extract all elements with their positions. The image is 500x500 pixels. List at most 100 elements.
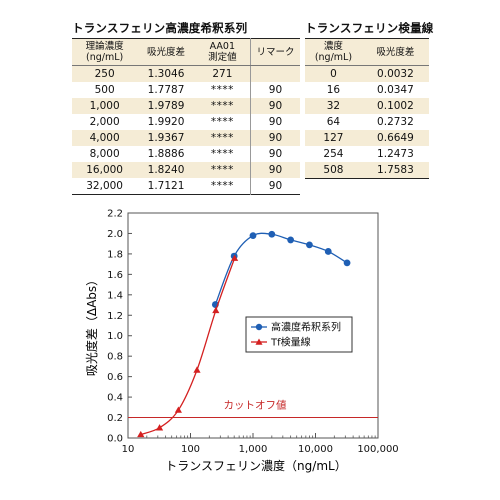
cell-concentration: 254 xyxy=(305,146,362,162)
y-tick-label: 0.8 xyxy=(107,352,123,363)
data-point xyxy=(155,424,164,431)
cell-absorbance: 1.2473 xyxy=(361,146,429,162)
header-concentration: 濃度 (ng/mL) xyxy=(305,38,362,66)
table-row: 127 0.6649 xyxy=(305,130,429,146)
table-row: 16,000 1.8240 **** 90 xyxy=(72,162,300,178)
cell-concentration: 1,000 xyxy=(72,98,138,114)
x-tick-label: 100 xyxy=(181,444,200,455)
y-tick-label: 0.0 xyxy=(107,434,123,445)
cell-absorbance: 1.9920 xyxy=(137,114,195,130)
table-row: 8,000 1.8886 **** 90 xyxy=(72,146,300,162)
table-row: 16 0.0347 xyxy=(305,82,429,98)
cell-remark: 90 xyxy=(249,98,300,114)
cutoff-line-group: カットオフ値 xyxy=(128,399,378,419)
cell-concentration: 2,000 xyxy=(72,114,138,130)
cell-remark: 90 xyxy=(249,146,300,162)
cell-remark xyxy=(249,65,300,82)
cell-measured: **** xyxy=(194,162,251,178)
dilution-table: 理論濃度 (ng/mL) 吸光度差 AA01 測定値 リマーク 250 1.304… xyxy=(72,38,300,195)
table-row: 1,000 1.9789 **** 90 xyxy=(72,98,300,114)
dilution-table-header: 理論濃度 (ng/mL) 吸光度差 AA01 測定値 リマーク xyxy=(72,38,300,66)
cell-concentration: 508 xyxy=(305,162,362,179)
cell-absorbance: 0.6649 xyxy=(361,130,429,146)
cell-absorbance: 1.7583 xyxy=(361,162,429,179)
series-line xyxy=(214,232,348,305)
cell-measured: **** xyxy=(194,98,251,114)
table-row: 254 1.2473 xyxy=(305,146,429,162)
x-tick-label: 100,000 xyxy=(357,444,398,455)
legend-box xyxy=(245,316,353,353)
cell-absorbance: 1.8240 xyxy=(137,162,195,178)
cell-concentration: 0 xyxy=(305,65,362,82)
data-point xyxy=(174,406,182,413)
table-row: 500 1.7787 **** 90 xyxy=(72,82,300,98)
cell-remark: 90 xyxy=(249,130,300,146)
legend-marker xyxy=(255,323,263,331)
y-axis-label: 吸光度差（ΔAbs） xyxy=(84,274,99,376)
cell-measured: 271 xyxy=(194,65,251,82)
cutoff-label: カットオフ値 xyxy=(224,399,287,412)
x-tick-label: 10,000 xyxy=(298,444,333,455)
data-point xyxy=(231,254,239,261)
y-tick-label: 1.8 xyxy=(107,249,123,260)
chart-series xyxy=(137,230,351,438)
table-row: 2,000 1.9920 **** 90 xyxy=(72,114,300,130)
data-point xyxy=(268,230,276,238)
table-row: 4,000 1.9367 **** 90 xyxy=(72,130,300,146)
cell-absorbance: 0.0347 xyxy=(361,82,429,98)
calibration-table-title: トランスフェリン検量線 xyxy=(305,21,434,35)
cell-concentration: 64 xyxy=(305,114,362,130)
table-row: 508 1.7583 xyxy=(305,162,429,179)
chart-legend: 高濃度希釈系列 Tf検量線 xyxy=(245,316,353,353)
y-tick-label: 1.0 xyxy=(107,331,123,342)
series-line xyxy=(140,257,236,436)
cell-concentration: 250 xyxy=(72,65,138,82)
chart-axes: 0.0 0.2 0.4 0.6 0.8 1.0 1.2 1.4 1.6 1.8 2.0 2.2 10 10… xyxy=(107,209,399,456)
y-tick-label: 2.2 xyxy=(107,209,123,220)
cell-concentration: 32 xyxy=(305,98,362,114)
y-tick-label: 1.4 xyxy=(107,290,123,301)
cell-remark: 90 xyxy=(249,178,300,195)
cell-remark: 90 xyxy=(249,114,300,130)
x-axis-label: トランスフェリン濃度（ng/mL） xyxy=(165,458,346,473)
x-tick-label: 10 xyxy=(122,444,135,455)
cell-concentration: 16 xyxy=(305,82,362,98)
table-row: 250 1.3046 271 xyxy=(72,65,300,82)
y-tick-label: 1.6 xyxy=(107,270,123,281)
calibration-table: 濃度 (ng/mL) 吸光度差 0 0.0032 16 0.0347 32 0.100… xyxy=(305,38,429,179)
cell-absorbance: 1.9367 xyxy=(137,130,195,146)
series-calibration xyxy=(137,254,239,438)
data-point xyxy=(249,232,257,240)
cell-absorbance: 0.2732 xyxy=(361,114,429,130)
cell-remark: 90 xyxy=(249,162,300,178)
data-point xyxy=(193,366,201,373)
cell-concentration: 127 xyxy=(305,130,362,146)
header-remark: リマーク xyxy=(249,38,300,66)
cell-absorbance: 1.9789 xyxy=(137,98,195,114)
data-point xyxy=(343,259,351,267)
header-concentration: 理論濃度 (ng/mL) xyxy=(72,38,138,66)
data-point xyxy=(212,306,220,314)
cell-concentration: 16,000 xyxy=(72,162,138,178)
data-point xyxy=(287,236,295,244)
y-tick-label: 2.0 xyxy=(107,229,123,240)
cell-measured: **** xyxy=(194,130,251,146)
cell-measured: **** xyxy=(194,82,251,98)
cell-measured: **** xyxy=(194,114,251,130)
cell-concentration: 4,000 xyxy=(72,130,138,146)
y-tick-label: 0.2 xyxy=(107,413,123,424)
cell-absorbance: 1.3046 xyxy=(137,65,195,82)
cell-concentration: 8,000 xyxy=(72,146,138,162)
series-dilution xyxy=(211,230,351,308)
cell-absorbance: 0.0032 xyxy=(361,65,429,82)
header-aa01: AA01 測定値 xyxy=(194,38,251,66)
y-tick-label: 1.2 xyxy=(107,311,123,322)
legend-label: Tf検量線 xyxy=(270,336,311,349)
legend-label: 高濃度希釈系列 xyxy=(271,321,341,334)
y-tick-label: 0.4 xyxy=(107,393,123,404)
cell-remark: 90 xyxy=(249,82,300,98)
header-absorbance: 吸光度差 xyxy=(361,38,429,66)
table-row: 32 0.1002 xyxy=(305,98,429,114)
cell-measured: **** xyxy=(194,178,251,195)
